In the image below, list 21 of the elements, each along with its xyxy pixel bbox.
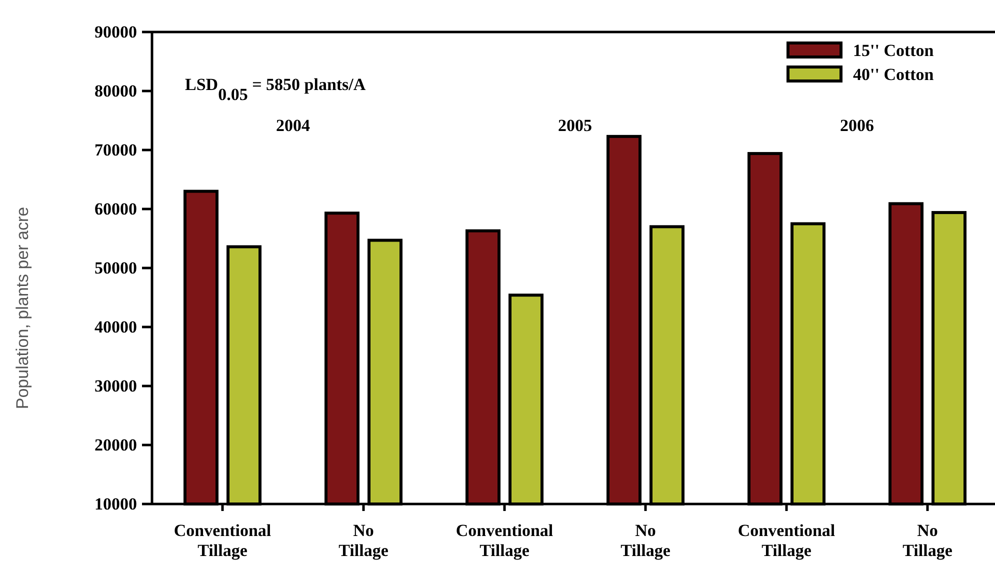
x-tick-label: Conventional Tillage xyxy=(456,521,554,560)
legend-label: 15'' Cotton xyxy=(853,41,934,60)
y-axis-title: Population, plants per acre xyxy=(13,206,32,410)
x-tick-label: No Tillage xyxy=(338,521,389,560)
y-tick-label: 90000 xyxy=(94,22,137,42)
y-tick-label: 10000 xyxy=(94,494,137,514)
x-tick-label: Conventional Tillage xyxy=(174,521,272,560)
x-tick-label: No Tillage xyxy=(902,521,953,560)
annotation: 2005 xyxy=(558,116,592,135)
y-tick-label: 30000 xyxy=(94,376,137,396)
legend-label: 40'' Cotton xyxy=(853,65,934,84)
x-tick-label: No Tillage xyxy=(620,521,671,560)
x-tick-label: Conventional Tillage xyxy=(738,521,836,560)
y-tick-label: 50000 xyxy=(94,258,137,278)
y-tick-label: 80000 xyxy=(94,81,137,100)
y-tick-label: 40000 xyxy=(94,317,137,336)
annotation: 2006 xyxy=(840,116,874,135)
annotation: 2004 xyxy=(276,116,310,135)
y-tick-label: 70000 xyxy=(94,140,137,160)
y-tick-label: 60000 xyxy=(94,199,137,218)
y-tick-label: 20000 xyxy=(94,435,137,454)
